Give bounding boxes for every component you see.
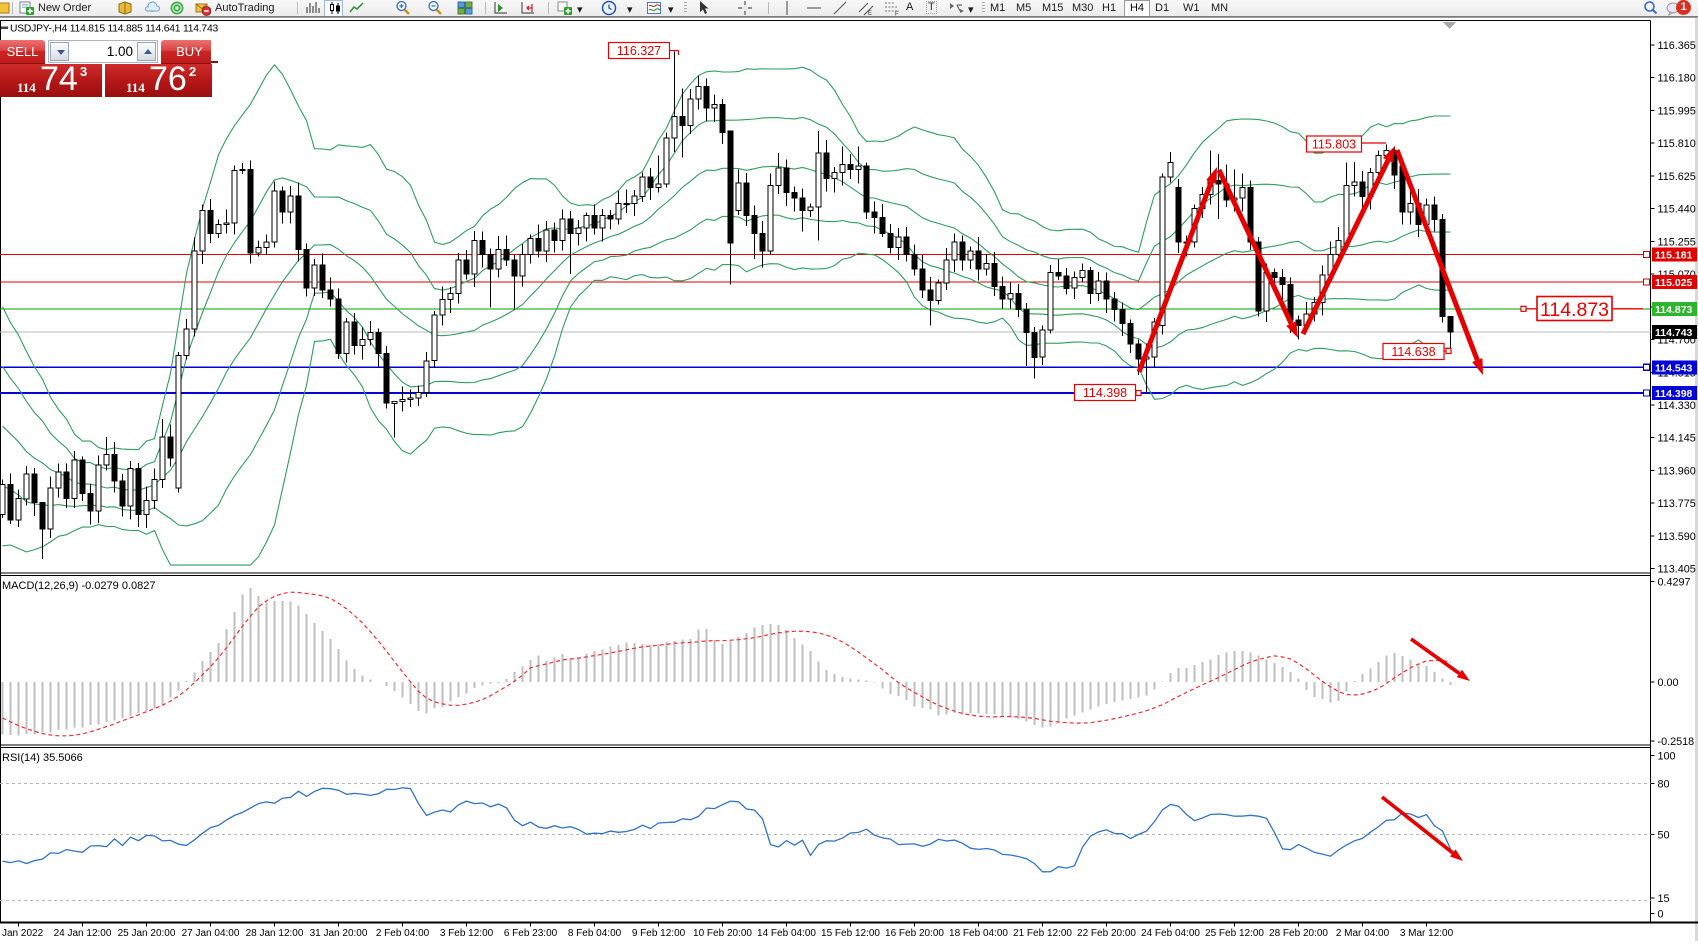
svg-text:14 Feb 04:00: 14 Feb 04:00 (757, 928, 816, 939)
svg-text:Jan 2022: Jan 2022 (2, 928, 44, 939)
svg-text:USDJPY-,H4 114.815 114.885 11: USDJPY-,H4 114.815 114.885 114.641 114.7… (10, 24, 218, 35)
svg-text:18 Feb 04:00: 18 Feb 04:00 (949, 928, 1008, 939)
svg-text:2 Mar 04:00: 2 Mar 04:00 (1336, 928, 1390, 939)
svg-text:31 Jan 20:00: 31 Jan 20:00 (310, 928, 368, 939)
svg-text:25 Feb 12:00: 25 Feb 12:00 (1205, 928, 1264, 939)
svg-text:22 Feb 20:00: 22 Feb 20:00 (1077, 928, 1136, 939)
svg-text:F: F (895, 12, 899, 17)
svg-text:25 Jan 20:00: 25 Jan 20:00 (118, 928, 176, 939)
svg-text:115.625: 115.625 (1658, 171, 1696, 183)
svg-text:28 Feb 20:00: 28 Feb 20:00 (1269, 928, 1328, 939)
svg-text:115.995: 115.995 (1658, 106, 1696, 118)
svg-text:114.398: 114.398 (1655, 388, 1693, 400)
svg-text:115.181: 115.181 (1655, 249, 1693, 261)
svg-text:113.775: 113.775 (1658, 498, 1696, 510)
svg-text:24 Jan 12:00: 24 Jan 12:00 (54, 928, 112, 939)
svg-text:113.960: 113.960 (1658, 465, 1696, 477)
svg-text:8 Feb 04:00: 8 Feb 04:00 (568, 928, 622, 939)
svg-text:0: 0 (1658, 909, 1664, 921)
svg-text:113.590: 113.590 (1658, 531, 1696, 543)
svg-text:0.4297: 0.4297 (1658, 577, 1691, 589)
svg-text:114.743: 114.743 (1655, 327, 1693, 339)
svg-text:2 Feb 04:00: 2 Feb 04:00 (376, 928, 430, 939)
svg-text:100: 100 (1658, 751, 1676, 763)
svg-text:116.180: 116.180 (1658, 73, 1696, 85)
svg-text:E: E (868, 11, 872, 16)
svg-text:114.638: 114.638 (1391, 345, 1435, 359)
svg-text:115.440: 115.440 (1658, 204, 1696, 216)
svg-text:114.543: 114.543 (1655, 362, 1693, 374)
svg-text:114.398: 114.398 (1083, 386, 1127, 400)
svg-text:15: 15 (1658, 893, 1670, 905)
svg-text:9 Feb 12:00: 9 Feb 12:00 (632, 928, 686, 939)
svg-text:RSI(14) 35.5066: RSI(14) 35.5066 (2, 752, 83, 764)
svg-text:28 Jan 12:00: 28 Jan 12:00 (246, 928, 304, 939)
svg-text:116.365: 116.365 (1658, 40, 1696, 52)
svg-text:114.330: 114.330 (1658, 400, 1696, 412)
svg-text:21 Feb 12:00: 21 Feb 12:00 (1013, 928, 1072, 939)
svg-text:115.255: 115.255 (1658, 236, 1696, 248)
svg-text:114.873: 114.873 (1540, 299, 1609, 321)
svg-text:24 Feb 04:00: 24 Feb 04:00 (1141, 928, 1200, 939)
svg-text:114.145: 114.145 (1658, 433, 1696, 445)
svg-text:115.810: 115.810 (1658, 138, 1696, 150)
svg-text:115.025: 115.025 (1655, 277, 1693, 289)
svg-text:15 Feb 12:00: 15 Feb 12:00 (821, 928, 880, 939)
svg-text:3 Feb 12:00: 3 Feb 12:00 (440, 928, 494, 939)
svg-text:3 Mar 12:00: 3 Mar 12:00 (1400, 928, 1454, 939)
svg-text:50: 50 (1658, 829, 1670, 841)
svg-text:116.327: 116.327 (617, 44, 661, 58)
svg-text:27 Jan 04:00: 27 Jan 04:00 (182, 928, 240, 939)
svg-text:115.803: 115.803 (1312, 138, 1356, 152)
svg-text:16 Feb 20:00: 16 Feb 20:00 (885, 928, 944, 939)
svg-text:80: 80 (1658, 779, 1670, 791)
svg-text:MACD(12,26,9) -0.0279 0.0827: MACD(12,26,9) -0.0279 0.0827 (2, 580, 155, 592)
svg-text:10 Feb 20:00: 10 Feb 20:00 (693, 928, 752, 939)
svg-text:6 Feb 23:00: 6 Feb 23:00 (504, 928, 558, 939)
svg-text:114.873: 114.873 (1655, 304, 1693, 316)
svg-text:0.00: 0.00 (1658, 677, 1679, 689)
svg-text:-0.2518: -0.2518 (1658, 736, 1695, 748)
svg-text:113.405: 113.405 (1658, 564, 1696, 576)
